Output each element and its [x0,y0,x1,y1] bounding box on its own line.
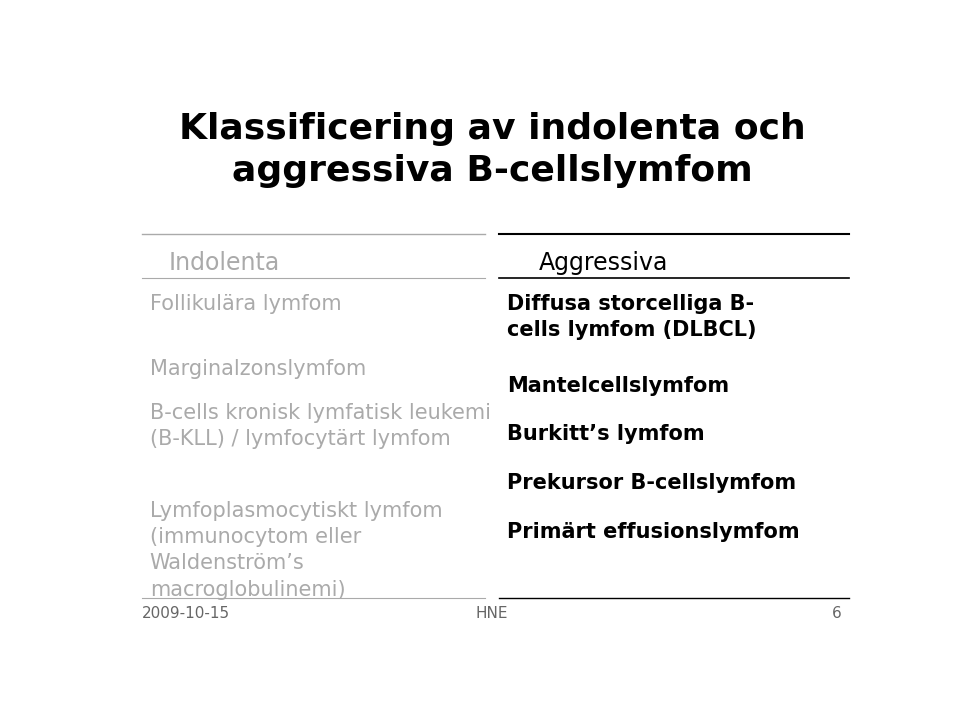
Text: Diffusa storcelliga B-
cells lymfom (DLBCL): Diffusa storcelliga B- cells lymfom (DLB… [507,294,756,340]
Text: Primärt effusionslymfom: Primärt effusionslymfom [507,522,800,542]
Text: Indolenta: Indolenta [169,251,279,275]
Text: Follikulära lymfom: Follikulära lymfom [150,294,342,314]
Text: Klassificering av indolenta och
aggressiva B-cellslymfom: Klassificering av indolenta och aggressi… [179,112,805,188]
Text: B-cells kronisk lymfatisk leukemi
(B-KLL) / lymfocytärt lymfom: B-cells kronisk lymfatisk leukemi (B-KLL… [150,402,491,449]
Text: 6: 6 [832,606,842,621]
Text: HNE: HNE [476,606,508,621]
Text: Mantelcellslymfom: Mantelcellslymfom [507,376,729,395]
Text: Burkitt’s lymfom: Burkitt’s lymfom [507,424,705,445]
Text: 2009-10-15: 2009-10-15 [142,606,230,621]
Text: Prekursor B-cellslymfom: Prekursor B-cellslymfom [507,474,796,493]
Text: Lymfoplasmocytiskt lymfom
(immunocytom eller
Waldenström’s
macroglobulinemi): Lymfoplasmocytiskt lymfom (immunocytom e… [150,501,443,600]
Text: Aggressiva: Aggressiva [539,251,668,275]
Text: Marginalzonslymfom: Marginalzonslymfom [150,359,366,379]
